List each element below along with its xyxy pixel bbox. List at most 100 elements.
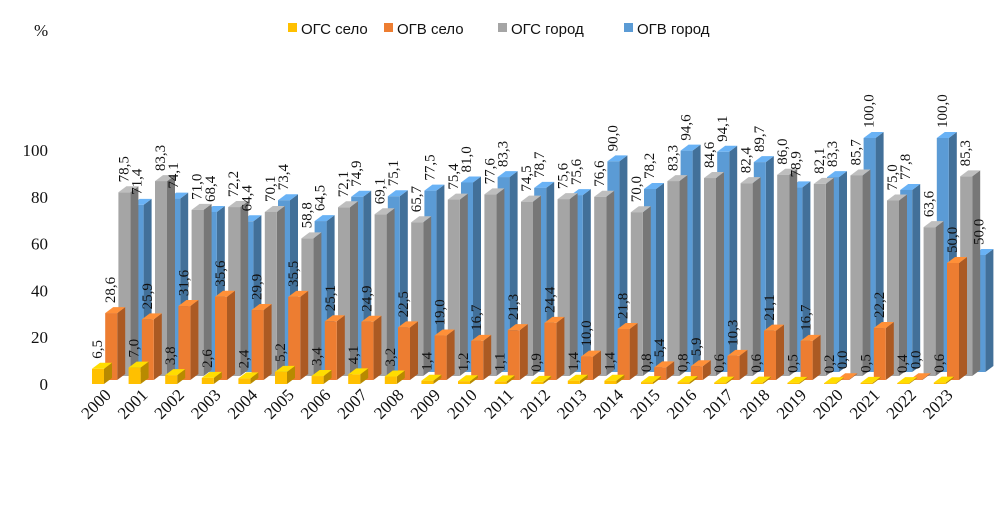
bar — [933, 376, 954, 384]
data-label: 21,1 — [762, 294, 778, 320]
data-label: 78,7 — [532, 151, 548, 178]
data-label: 81,0 — [459, 146, 475, 172]
data-label: 0,4 — [895, 354, 911, 373]
x-tick-label: 2012 — [517, 385, 554, 422]
y-tick-label: 80 — [31, 188, 48, 207]
data-label: 100,0 — [862, 94, 878, 128]
legend: ОГС село ОГВ село ОГС город ОГВ город — [288, 21, 710, 38]
bar — [128, 361, 149, 384]
data-label: 1,4 — [566, 351, 582, 370]
bar — [787, 376, 808, 384]
data-label: 63,6 — [922, 190, 938, 217]
bar — [494, 375, 515, 384]
data-label: 16,7 — [469, 304, 485, 331]
data-label: 94,6 — [679, 114, 695, 141]
bar — [311, 370, 332, 384]
data-label: 21,8 — [616, 293, 632, 319]
data-label: 89,7 — [752, 125, 768, 152]
data-label: 50,0 — [945, 227, 961, 253]
data-label: 64,5 — [313, 185, 329, 211]
data-label: 83,3 — [496, 141, 512, 167]
data-label: 72,1 — [336, 171, 352, 197]
data-label: 0,0 — [908, 350, 924, 369]
bar — [764, 324, 784, 380]
data-label: 85,3 — [958, 140, 974, 166]
data-label: 10,0 — [579, 320, 595, 346]
y-tick-label: 60 — [31, 235, 48, 254]
x-tick-label: 2005 — [260, 385, 297, 422]
x-tick-label: 2009 — [407, 385, 444, 422]
x-tick-label: 2019 — [773, 385, 810, 422]
data-label: 77,5 — [422, 154, 438, 180]
x-tick-label: 2003 — [187, 385, 224, 422]
x-tick-label: 2000 — [77, 385, 114, 422]
data-label: 58,8 — [299, 202, 315, 228]
x-tick-label: 2004 — [224, 385, 262, 423]
bar — [201, 371, 222, 384]
x-tick-label: 2020 — [809, 385, 846, 422]
data-label: 50,0 — [971, 219, 987, 245]
x-tick-label: 2023 — [919, 385, 956, 422]
bar — [447, 193, 468, 376]
bar — [641, 376, 661, 384]
data-label: 0,5 — [859, 354, 875, 373]
data-label: 0,9 — [529, 353, 545, 372]
data-label: 72,2 — [226, 171, 242, 197]
data-label: 16,7 — [799, 304, 815, 331]
bar — [617, 322, 638, 380]
legend-label-3: ОГВ город — [637, 21, 710, 38]
bar — [897, 377, 918, 384]
x-tick-label: 2008 — [370, 385, 407, 422]
bar — [384, 370, 405, 384]
bar — [251, 304, 272, 380]
data-label: 70,1 — [263, 176, 279, 202]
data-label: 10,3 — [725, 320, 741, 346]
data-label: 24,9 — [359, 285, 375, 311]
bar — [434, 329, 455, 380]
x-tick-label: 2011 — [480, 385, 517, 422]
data-label: 74,9 — [349, 160, 365, 186]
data-label: 0,0 — [835, 350, 851, 369]
bar — [324, 315, 345, 380]
data-label: 1,1 — [493, 353, 509, 372]
data-label: 19,0 — [433, 299, 449, 325]
bar — [165, 369, 186, 384]
data-label: 77,6 — [482, 158, 498, 185]
data-label: 69,1 — [373, 178, 389, 204]
bar — [604, 374, 625, 384]
data-labels: 71,4 74,1 68,4 64,4 73,4 64,5 74,9 75,1 77,5 81,0… — [90, 94, 987, 373]
bar — [594, 190, 615, 376]
data-label: 0,6 — [932, 353, 948, 372]
x-axis: 2000 2001 2002 2003 2004 2005 2006 2007 2008 2009… — [77, 385, 956, 423]
x-tick-label: 2017 — [700, 385, 738, 423]
x-tick-label: 2016 — [663, 385, 700, 422]
data-label: 75,6 — [569, 158, 585, 185]
x-tick-label: 2021 — [846, 385, 883, 422]
data-label: 24,4 — [542, 286, 558, 313]
data-label: 100,0 — [935, 94, 951, 128]
bar — [873, 322, 894, 380]
legend-label-0: ОГС село — [301, 21, 368, 38]
data-label: 22,5 — [396, 291, 412, 317]
data-label: 35,5 — [286, 261, 302, 287]
legend-swatch-3 — [624, 23, 633, 32]
bar — [275, 365, 295, 384]
data-label: 65,7 — [409, 186, 425, 213]
data-label: 35,6 — [213, 260, 229, 287]
plot-area: 71,4 74,1 68,4 64,4 73,4 64,5 74,9 75,1 77,5 81,0… — [90, 94, 994, 384]
data-label: 75,4 — [446, 163, 462, 190]
data-label: 0,8 — [639, 353, 655, 372]
x-tick-label: 2014 — [590, 385, 628, 423]
data-label: 3,2 — [383, 348, 399, 367]
data-label: 4,1 — [346, 346, 362, 365]
data-label: 83,3 — [665, 145, 681, 171]
legend-swatch-2 — [498, 23, 507, 32]
data-label: 82,4 — [739, 146, 755, 173]
data-label: 28,6 — [103, 276, 119, 303]
data-label: 73,4 — [276, 163, 292, 190]
data-label: 83,3 — [825, 141, 841, 167]
bar — [531, 375, 552, 384]
bar — [507, 324, 528, 380]
bar — [800, 334, 821, 380]
bar — [567, 374, 588, 384]
